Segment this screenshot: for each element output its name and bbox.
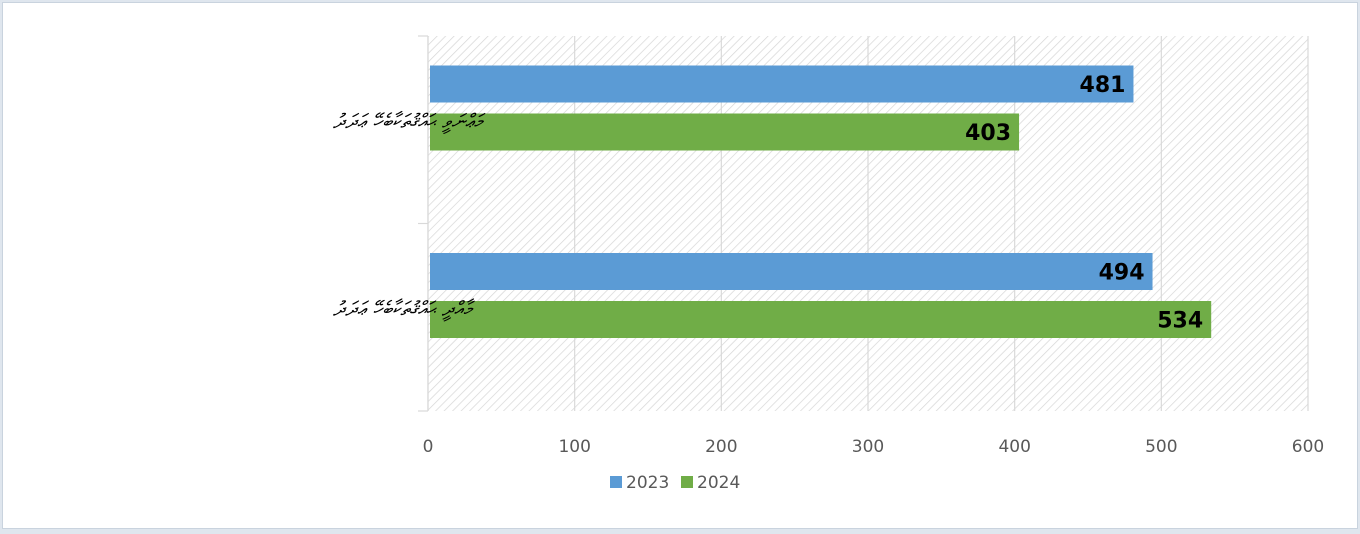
x-axis-ticks: 0 100 200 300 400 500 600: [423, 437, 1325, 457]
category-label: މާއްދީ ޙައްޤުތަކާބެހޭ ޢަދަދު: [332, 296, 475, 321]
bars: [430, 65, 1212, 338]
legend-swatch: [681, 476, 693, 488]
legend-label: 2024: [697, 473, 740, 493]
bar-chart: 481 403 494 534 0 100 200 300 400 500 600 މަޢްނަވ…: [332, 35, 1325, 493]
legend-label: 2023: [626, 473, 669, 493]
bar-2023: [430, 65, 1134, 103]
x-tick-label: 400: [998, 437, 1030, 457]
data-label: 403: [965, 121, 1011, 146]
x-tick-label: 0: [423, 437, 434, 457]
x-tick-label: 300: [852, 437, 884, 457]
bar-2024: [430, 113, 1020, 151]
x-tick-label: 100: [558, 437, 590, 457]
legend-swatch: [610, 476, 622, 488]
x-tick-label: 600: [1292, 437, 1324, 457]
x-tick-label: 200: [705, 437, 737, 457]
category-labels: މަޢްނަވީ ޙައްޤުތަކާބެހޭ ޢަދަދު މާއްދީ ޙައ…: [332, 109, 486, 322]
bar-2023: [430, 253, 1153, 290]
data-labels: 481 403 494 534: [965, 73, 1203, 334]
legend: 2023 2024: [610, 473, 740, 493]
data-label: 494: [1099, 261, 1145, 286]
data-label: 534: [1157, 309, 1203, 334]
bar-2024: [430, 301, 1212, 338]
x-tick-label: 500: [1145, 437, 1177, 457]
category-label: މަޢްނަވީ ޙައްޤުތަކާބެހޭ ޢަދަދު: [332, 109, 486, 134]
data-label: 481: [1080, 73, 1126, 98]
